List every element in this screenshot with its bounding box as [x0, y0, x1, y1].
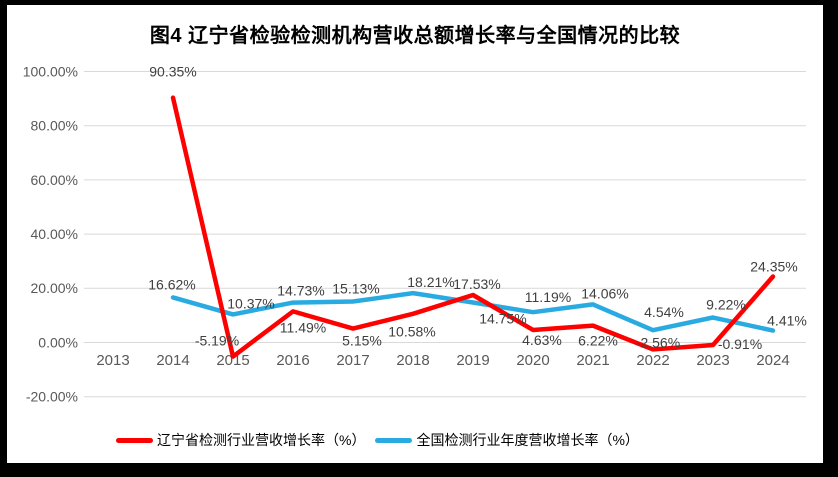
national-data-label: 14.06%	[581, 285, 628, 301]
y-axis-tick-label: 60.00%	[31, 172, 78, 188]
legend-label-liaoning: 辽宁省检测行业营收增长率（%）	[157, 432, 366, 448]
red-line-swatch-icon	[116, 437, 153, 443]
liaoning-data-label: 24.35%	[750, 258, 797, 274]
liaoning-growth-line	[170, 95, 776, 359]
legend-label-national: 全国检测行业年度营收增长率（%）	[416, 432, 639, 448]
liaoning-data-label: 6.22%	[578, 333, 618, 349]
x-axis-tick-label: 2023	[696, 352, 729, 369]
x-axis-tick-label: 2024	[756, 352, 789, 369]
national-data-label: 18.21%	[407, 274, 454, 290]
x-axis-tick-label: 2018	[396, 352, 429, 369]
national-data-label: 9.22%	[706, 296, 746, 312]
national-data-label: 4.54%	[644, 304, 684, 320]
x-axis-tick-label: 2017	[336, 352, 369, 369]
legend-item-national: 全国检测行业年度营收增长率（%）	[375, 430, 639, 450]
national-data-label: 14.75%	[479, 310, 526, 326]
national-data-label: 14.73%	[277, 282, 324, 298]
liaoning-data-label: 5.15%	[342, 332, 382, 348]
liaoning-data-label: -2.56%	[636, 334, 680, 350]
x-axis-tick-label: 2013	[96, 352, 129, 369]
chart-title: 图4 辽宁省检验检测机构营收总额增长率与全国情况的比较	[149, 25, 681, 47]
y-axis-tick-label: 0.00%	[38, 334, 78, 350]
national-data-label: 10.37%	[227, 295, 274, 311]
liaoning-data-label: -5.19%	[195, 332, 239, 348]
national-growth-line	[170, 290, 776, 333]
national-data-label: 4.41%	[767, 312, 807, 328]
x-axis-tick-label: 2014	[156, 352, 189, 369]
x-axis-tick-label: 2015	[216, 352, 249, 369]
liaoning-data-label: 90.35%	[149, 64, 196, 80]
x-axis-tick-label: 2020	[516, 352, 549, 369]
liaoning-data-label: -0.91%	[718, 336, 762, 352]
y-axis-tick-label: 20.00%	[31, 280, 78, 296]
liaoning-data-label: 4.63%	[522, 332, 562, 348]
chart-legend: 辽宁省检测行业营收增长率（%） 全国检测行业年度营收增长率（%）	[116, 430, 639, 450]
y-axis-tick-label: 40.00%	[31, 226, 78, 242]
blue-line-swatch-icon	[375, 437, 413, 443]
liaoning-data-label: 10.58%	[388, 324, 435, 340]
x-axis-tick-label: 2016	[276, 352, 309, 369]
national-data-label: 11.19%	[525, 289, 571, 305]
x-axis-tick-label: 2021	[576, 352, 609, 369]
liaoning-data-label: 17.53%	[453, 276, 500, 292]
liaoning-data-label: 11.49%	[280, 319, 326, 335]
y-axis-tick-label: 80.00%	[31, 118, 78, 134]
y-axis-tick-label: 100.00%	[23, 63, 78, 79]
x-axis-tick-label: 2019	[456, 352, 489, 369]
national-data-label: 15.13%	[332, 280, 379, 296]
legend-item-liaoning: 辽宁省检测行业营收增长率（%）	[116, 430, 365, 450]
y-axis-tick-label: -20.00%	[26, 389, 78, 405]
x-axis-tick-label: 2022	[636, 352, 669, 369]
national-data-label: 16.62%	[148, 276, 195, 292]
